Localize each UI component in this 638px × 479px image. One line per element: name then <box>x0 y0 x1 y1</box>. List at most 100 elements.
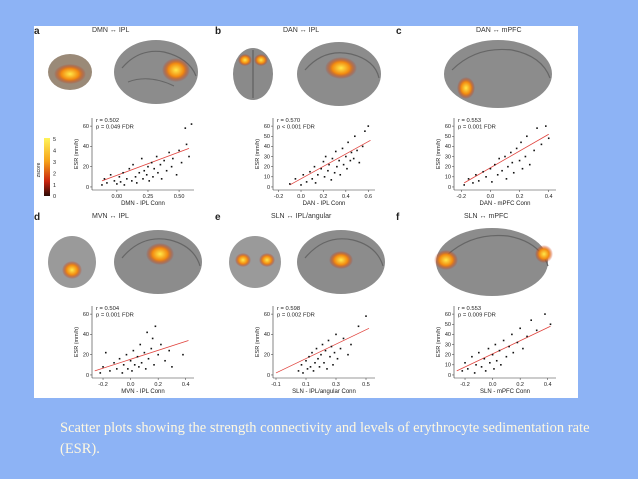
data-point <box>305 181 308 183</box>
x-tick-label: 0.1 <box>302 382 310 388</box>
y-axis-label: ESR (mm/h) <box>74 327 80 357</box>
data-point <box>147 165 149 168</box>
x-axis-label: SLN - mPFC Conn <box>480 389 530 395</box>
x-tick-label: 0.0 <box>487 194 495 200</box>
data-point <box>190 123 193 125</box>
x-axis-label: SLN - IPL/angular Conn <box>292 389 356 395</box>
data-point <box>354 135 356 138</box>
x-tick-label: 0.4 <box>545 194 553 200</box>
data-point <box>545 125 547 127</box>
y-tick-label: 0 <box>86 373 89 379</box>
panel-title: MVN ↔ IPL <box>92 213 129 220</box>
stat-annotation: r = 0.570 <box>277 118 300 124</box>
y-tick-label: 60 <box>83 124 89 130</box>
x-tick-label: -0.2 <box>457 194 466 200</box>
data-point <box>350 151 353 154</box>
scatter-plot-d: 0 20 40 60 -0.2 0.0 0.2 0.4 MVN - IPL Conn ESR (m… <box>74 306 194 395</box>
regression-line <box>289 139 371 186</box>
data-point <box>175 173 178 176</box>
data-point <box>544 313 546 315</box>
y-tick-label: 50 <box>445 134 451 140</box>
data-point <box>477 180 480 182</box>
data-point <box>311 351 313 354</box>
data-point <box>339 347 342 350</box>
data-point <box>300 364 303 366</box>
data-point <box>501 169 503 172</box>
data-point <box>116 183 118 185</box>
y-tick-label: 0 <box>86 185 89 191</box>
data-point <box>330 179 333 181</box>
data-point <box>125 353 128 356</box>
stat-annotation: r = 0.598 <box>277 306 300 312</box>
data-point <box>155 155 158 158</box>
data-point <box>367 125 370 127</box>
panel-b: b DAN ↔ IPL 0 10 20 30 40 50 60 -0.2 0.0 0.2 0.4 0.… <box>215 26 396 210</box>
data-point <box>341 147 344 150</box>
data-point <box>526 335 528 338</box>
slide-caption: Scatter plots showing the strength conne… <box>60 420 590 457</box>
y-tick-label: 30 <box>264 154 270 160</box>
y-tick-label: 0 <box>448 373 451 379</box>
data-point <box>475 364 477 366</box>
stat-annotation: r = 0.504 <box>96 306 120 312</box>
data-point <box>109 173 112 176</box>
x-axis-label: DAN - mPFC Conn <box>479 201 530 207</box>
scatter-plot-b: 0 10 20 30 40 50 60 -0.2 0.0 0.2 0.4 0.6 DAN - IPL C… <box>255 118 375 207</box>
data-point <box>320 167 322 170</box>
data-point <box>132 163 134 166</box>
data-point <box>333 351 336 354</box>
data-point <box>502 339 505 342</box>
data-point <box>336 357 339 360</box>
data-point <box>289 183 291 185</box>
data-point <box>356 149 358 152</box>
data-point <box>118 176 121 178</box>
data-point <box>118 357 121 360</box>
data-point <box>484 370 487 372</box>
data-point <box>153 364 155 366</box>
colorbar-gradient <box>44 138 50 196</box>
data-point <box>163 159 165 162</box>
y-tick-label: 40 <box>264 332 270 338</box>
data-point <box>326 368 328 370</box>
data-point <box>336 165 338 168</box>
y-tick-label: 60 <box>83 312 89 318</box>
data-point <box>547 137 550 140</box>
data-point <box>102 366 104 368</box>
data-point <box>323 176 326 178</box>
data-point <box>312 370 315 372</box>
stat-annotation: p = 0.001 FDR <box>458 125 496 131</box>
panel-title: DMN ↔ IPL <box>92 27 130 34</box>
data-point <box>496 173 499 176</box>
data-point <box>146 331 148 334</box>
data-point <box>315 347 318 350</box>
stat-annotation: p = 0.009 FDR <box>458 313 496 319</box>
data-point <box>140 361 143 364</box>
data-point <box>324 349 327 352</box>
data-point <box>172 157 174 160</box>
data-point <box>491 181 493 183</box>
data-point <box>327 169 329 172</box>
colorbar-tick: 4 <box>53 149 56 155</box>
y-tick-label: 50 <box>264 134 270 140</box>
scatter-plot-e: 0 20 40 60 -0.1 0.1 0.3 0.5 SLN - IPL/angular Co… <box>255 306 375 395</box>
data-point <box>515 147 518 150</box>
panel-letter: a <box>34 26 40 37</box>
data-point <box>150 347 153 350</box>
x-tick-label: 0.4 <box>544 382 552 388</box>
data-point <box>487 347 490 350</box>
y-tick-label: 20 <box>264 352 270 358</box>
data-point <box>164 359 166 362</box>
colorbar-tick: 1 <box>53 183 56 189</box>
data-point <box>342 163 345 166</box>
y-tick-label: 20 <box>83 352 89 358</box>
scatter-plot-f: 0 10 20 30 40 50 60 -0.2 0.0 0.2 0.4 SLN - mPFC Con… <box>436 306 556 395</box>
data-point <box>159 163 162 166</box>
data-point <box>480 366 483 368</box>
data-point <box>302 372 304 374</box>
colorbar-label: zscore <box>36 162 42 177</box>
x-tick-label: -0.2 <box>460 382 469 388</box>
data-point <box>498 157 500 160</box>
data-point <box>500 364 502 366</box>
y-tick-label: 60 <box>264 124 270 130</box>
colorbar-tick: 5 <box>53 137 56 143</box>
